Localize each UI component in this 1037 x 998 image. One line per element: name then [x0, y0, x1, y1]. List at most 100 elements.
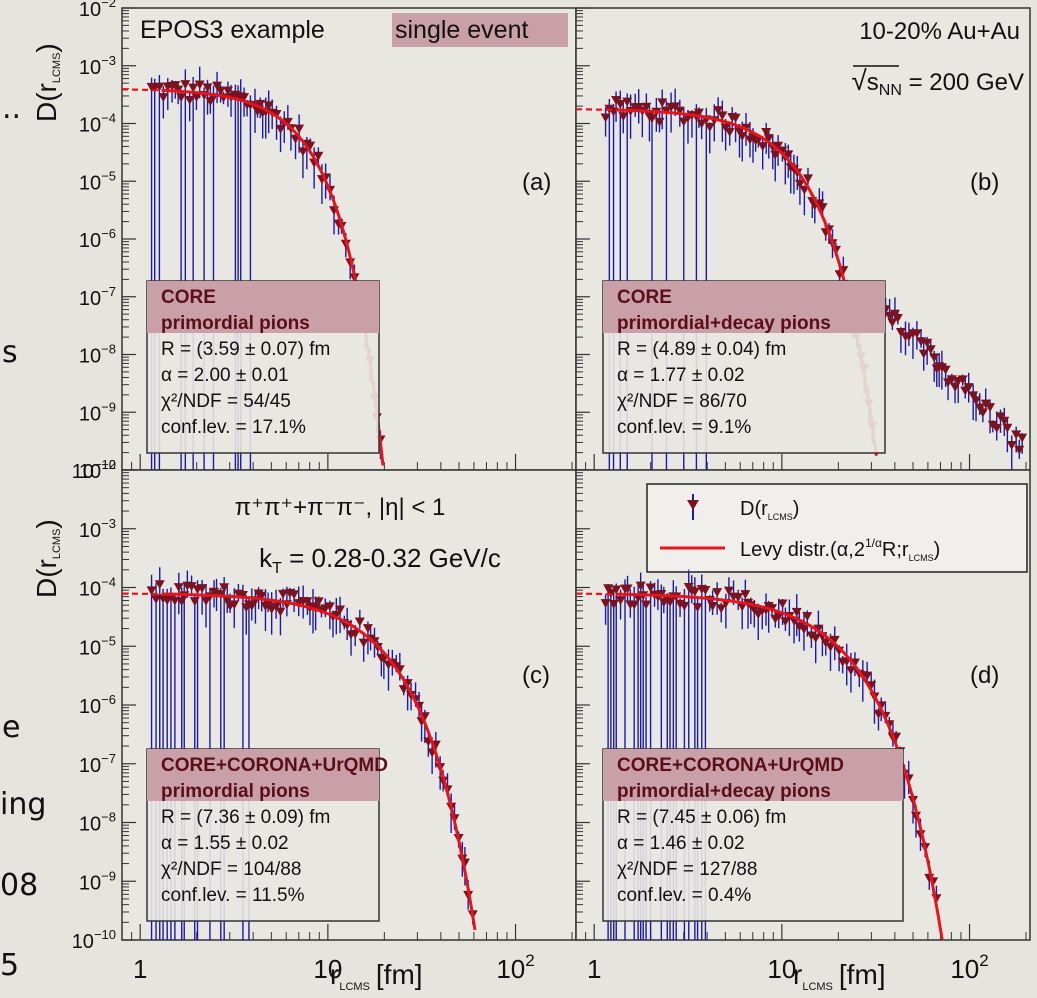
data-point: [1011, 430, 1022, 440]
data-point: [977, 408, 988, 418]
fit-box-header: [603, 281, 885, 333]
panel-label: (d): [970, 662, 999, 689]
box-title: CORE+CORONA+UrQMD: [161, 755, 388, 776]
data-point: [845, 666, 856, 676]
data-point: [255, 99, 266, 109]
data-point: [999, 416, 1010, 426]
data-point: [350, 629, 361, 639]
data-point: [354, 617, 365, 627]
y-tick-label: 10−10: [72, 927, 116, 953]
data-point: [794, 622, 805, 632]
slide-fragment-4: ing: [0, 787, 46, 822]
figure-title: EPOS3 example: [140, 16, 325, 44]
slide-fragment-3: e: [2, 710, 20, 745]
data-point: [985, 403, 996, 413]
data-point: [275, 607, 286, 617]
data-point: [922, 338, 933, 348]
data-point: [256, 591, 267, 601]
data-point: [263, 101, 274, 111]
data-point: [657, 98, 668, 108]
box-subtitle: primordial+decay pions: [617, 781, 831, 802]
panels: CORE primordial pions R = (3.59 ± 0.07) fm…: [72, 0, 1031, 984]
data-point: [929, 353, 940, 363]
fit-box-header: [147, 749, 379, 801]
data-point: [629, 600, 640, 610]
data-point: [313, 597, 324, 607]
data-point: [229, 600, 240, 610]
fit-curve-extrapolated: [576, 108, 616, 112]
data-point: [271, 602, 282, 612]
data-point: [189, 597, 200, 607]
fit-curve: [161, 88, 385, 466]
data-point: [862, 671, 873, 681]
data-point: [791, 607, 802, 617]
x-tick-label: 102: [496, 951, 534, 984]
panel-label: (c): [522, 662, 550, 689]
data-point: [829, 635, 840, 645]
data-point: [802, 612, 813, 622]
data-point: [991, 424, 1002, 434]
data-point: [696, 119, 707, 129]
data-point: [180, 80, 191, 90]
data-point: [212, 81, 223, 91]
panel-d: CORE+CORONA+UrQMD primordial+decay pions R…: [575, 469, 1031, 941]
x-tick-label: 102: [950, 951, 988, 984]
data-point: [887, 318, 898, 328]
data-point: [294, 124, 305, 134]
data-point: [761, 128, 772, 138]
data-point: [665, 597, 676, 607]
box-subtitle: primordial pions: [161, 313, 310, 334]
box-subtitle: primordial+decay pions: [617, 313, 831, 334]
data-point: [622, 97, 633, 107]
data-point: [222, 86, 233, 96]
fit-alpha: α = 2.00 ± 0.01: [161, 365, 289, 386]
y-axis-label-bottom: D(rLCMS): [31, 519, 63, 598]
data-point: [618, 112, 629, 122]
y-tick-label: 10−9: [79, 399, 116, 425]
data-point: [184, 95, 195, 105]
data-point: [723, 586, 734, 596]
data-point: [692, 603, 703, 613]
y-tick-label: 10−4: [79, 575, 116, 601]
box-title: CORE: [161, 287, 216, 308]
data-point: [712, 588, 723, 598]
slide-fragment-1: ..: [2, 91, 21, 126]
x-tick-label: 1: [587, 954, 601, 984]
y-tick-label: 10−3: [79, 516, 116, 542]
data-point: [825, 642, 836, 652]
data-point: [313, 151, 324, 161]
data-point: [806, 631, 817, 641]
data-point: [289, 590, 300, 600]
x-tick-label: 10: [313, 954, 342, 984]
data-point: [794, 179, 805, 189]
x-axis-label-left: rLCMS [fm]: [330, 959, 423, 993]
fit-curve: [161, 592, 477, 931]
data-point: [600, 599, 611, 609]
data-point: [757, 142, 768, 152]
data-point: [817, 203, 828, 213]
data-point: [331, 610, 342, 620]
data-point: [645, 583, 656, 593]
data-point: [641, 102, 652, 112]
fit-box-header: [603, 749, 903, 801]
fit-chi2: χ²/NDF = 104/88: [161, 859, 301, 880]
data-point: [734, 127, 745, 137]
data-point: [971, 396, 982, 406]
fit-curve: [615, 592, 944, 940]
data-point: [611, 585, 622, 595]
data-point: [925, 345, 936, 355]
data-point: [892, 314, 903, 324]
data-point: [305, 141, 316, 151]
data-point: [707, 601, 718, 611]
panel-b: CORE primordial+decay pions R = (4.89 ± 0.…: [575, 7, 1031, 471]
data-point: [770, 150, 781, 160]
y-tick-label: 10−7: [79, 284, 116, 310]
fit-chi2: χ²/NDF = 54/45: [161, 391, 291, 412]
legend-marker: [687, 500, 699, 510]
data-point: [158, 93, 169, 103]
box-title: CORE+CORONA+UrQMD: [617, 755, 844, 776]
collision-energy: √sNN = 200 GeV: [851, 65, 1024, 99]
fit-radius: R = (4.89 ± 0.04) fm: [617, 339, 786, 360]
data-point: [678, 117, 689, 127]
